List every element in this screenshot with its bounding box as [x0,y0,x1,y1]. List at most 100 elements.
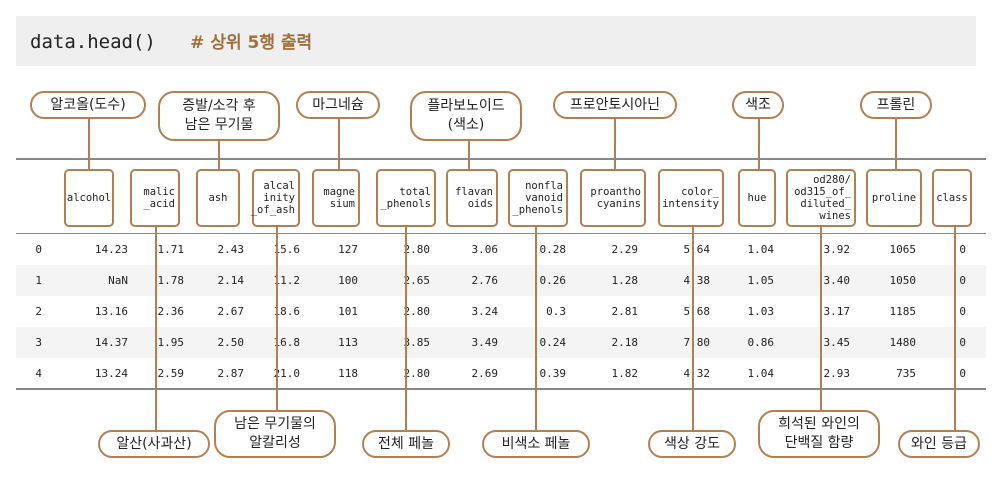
code-text: data.head() [30,31,156,53]
cell-total-phenols: 2.80 [403,305,431,318]
cell-od280: 3.92 [823,243,851,256]
cell-malic-acid: 2.59 [157,367,185,380]
table-row: 1 NaN 1.78 2.14 11.2 100 2.65 2.76 0.26 … [16,265,986,296]
cell-magnesium: 113 [338,336,358,349]
connector-line [692,227,694,430]
cell-proanthocyanins: 2.18 [611,336,639,349]
cell-hue: 1.04 [747,243,775,256]
cell-alcalinity: 15.6 [273,243,301,256]
row-index: 0 [35,243,42,256]
cell-malic-acid: 1.95 [157,336,185,349]
cell-alcalinity: 21.0 [273,367,301,380]
cell-nonflavanoid: 0.28 [539,243,567,256]
col-header-hue: hue [738,169,776,227]
table-row: 0 14.23 1.71 2.43 15.6 127 2.80 3.06 0.2… [16,234,986,265]
cell-od280: 3.45 [823,336,851,349]
cell-alcohol: 14.37 [94,336,128,349]
connector-line [895,119,897,169]
cell-proline: 1185 [889,305,917,318]
connector-line [405,227,407,430]
label-malic-acid: 알산(사과산) [98,430,210,458]
label-alcalinity: 남은 무기물의 알칼리성 [214,410,336,458]
table-top-rule [16,158,986,160]
cell-color-intensity: 5.64 [683,243,711,256]
cell-hue: 1.03 [747,305,775,318]
cell-proline: 1480 [889,336,917,349]
row-index: 3 [35,336,42,349]
label-total-phenols: 전체 페놀 [362,430,450,458]
connector-line [468,141,470,169]
cell-proline: 1065 [889,243,917,256]
table-row: 2 13.16 2.36 2.67 18.6 101 2.80 3.24 0.3… [16,296,986,327]
cell-alcohol: 14.23 [94,243,128,256]
code-cell: data.head() # 상위 5행 출력 [16,16,976,66]
label-proline: 프롤린 [860,91,932,119]
col-header-alcalinity: alcal inity _of_ash [251,169,300,227]
cell-color-intensity: 7.80 [683,336,711,349]
row-index: 4 [35,367,42,380]
connector-line [954,227,956,430]
cell-class: 0 [959,367,966,380]
cell-alcalinity: 11.2 [273,274,301,287]
cell-od280: 2.93 [823,367,851,380]
col-header-flavanoids: flavan oids [446,169,498,227]
cell-proanthocyanins: 1.82 [611,367,639,380]
col-header-magnesium: magne sium [312,169,360,227]
cell-alcohol: NaN [108,274,128,287]
cell-flavanoids: 3.24 [471,305,499,318]
code-comment: # 상위 5행 출력 [190,33,313,53]
cell-malic-acid: 1.78 [157,274,185,287]
connector-line [276,227,278,410]
connector-line [218,141,220,169]
connector-line [155,227,157,430]
col-header-color-intensity: color_ intensity [658,169,724,227]
cell-class: 0 [959,336,966,349]
code-line: data.head() # 상위 5행 출력 [30,28,312,53]
cell-flavanoids: 3.49 [471,336,499,349]
cell-ash: 2.67 [217,305,245,318]
cell-proanthocyanins: 2.29 [611,243,639,256]
cell-hue: 1.04 [747,367,775,380]
label-flavanoids: 플라보노이드 (색소) [410,91,522,141]
table-header-rule [16,233,986,234]
cell-total-phenols: 2.65 [403,274,431,287]
connector-line [338,119,340,169]
cell-nonflavanoid: 0.26 [539,274,567,287]
label-nonflavanoid: 비색소 페놀 [482,430,590,458]
col-header-proline: proline [866,169,922,227]
label-proanthocyanins: 프로안토시아닌 [553,91,677,119]
cell-class: 0 [959,243,966,256]
label-ash: 증발/소각 후 남은 무기물 [158,91,280,141]
cell-flavanoids: 2.76 [471,274,499,287]
row-index: 2 [35,305,42,318]
cell-hue: 0.86 [747,336,775,349]
cell-flavanoids: 3.06 [471,243,499,256]
cell-nonflavanoid: 0.39 [539,367,567,380]
col-header-alcohol: alcohol [64,169,114,227]
cell-flavanoids: 2.69 [471,367,499,380]
cell-alcohol: 13.16 [94,305,128,318]
label-hue: 색조 [732,91,784,119]
cell-class: 0 [959,305,966,318]
cell-od280: 3.40 [823,274,851,287]
cell-ash: 2.87 [217,367,245,380]
connector-line [535,227,537,430]
cell-color-intensity: 5.68 [683,305,711,318]
cell-hue: 1.05 [747,274,775,287]
label-alcohol: 알코올(도수) [30,91,146,119]
col-header-ash: ash [196,169,240,227]
cell-alcohol: 13.24 [94,367,128,380]
cell-total-phenols: 2.80 [403,243,431,256]
table-row: 3 14.37 1.95 2.50 16.8 113 3.85 3.49 0.2… [16,327,986,358]
cell-malic-acid: 2.36 [157,305,185,318]
cell-proline: 1050 [889,274,917,287]
cell-class: 0 [959,274,966,287]
cell-color-intensity: 4.38 [683,274,711,287]
row-index: 1 [35,274,42,287]
cell-proanthocyanins: 1.28 [611,274,639,287]
cell-ash: 2.14 [217,274,245,287]
col-header-total-phenols: total _phenols [376,169,436,227]
cell-nonflavanoid: 0.24 [539,336,567,349]
connector-line [758,119,760,169]
cell-magnesium: 127 [338,243,358,256]
